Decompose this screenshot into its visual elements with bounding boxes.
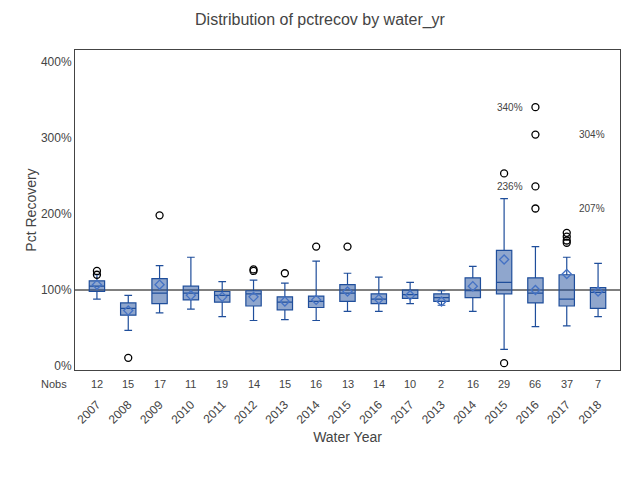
svg-text:19: 19	[216, 378, 228, 390]
svg-text:2008: 2008	[106, 398, 135, 427]
svg-text:340%: 340%	[497, 102, 523, 113]
svg-text:2011: 2011	[200, 398, 228, 426]
svg-text:2018: 2018	[576, 398, 605, 427]
svg-text:Pct Recovery: Pct Recovery	[23, 168, 39, 251]
svg-text:11: 11	[185, 378, 196, 390]
svg-text:2013: 2013	[419, 398, 448, 427]
svg-text:16: 16	[310, 378, 322, 390]
svg-text:2015: 2015	[482, 398, 511, 427]
svg-text:13: 13	[342, 378, 354, 390]
svg-text:17: 17	[154, 378, 166, 390]
svg-text:2014: 2014	[450, 398, 479, 427]
svg-text:14: 14	[248, 378, 260, 390]
svg-text:15: 15	[279, 378, 291, 390]
svg-text:29: 29	[498, 378, 510, 390]
svg-text:12: 12	[91, 378, 103, 390]
svg-text:2: 2	[438, 378, 444, 390]
svg-text:10: 10	[404, 378, 416, 390]
svg-text:2016: 2016	[513, 398, 542, 427]
svg-text:Water Year: Water Year	[313, 429, 382, 445]
svg-text:Distribution of pctrecov by wa: Distribution of pctrecov by water_yr	[195, 11, 446, 29]
svg-text:100%: 100%	[41, 283, 72, 297]
svg-text:2015: 2015	[325, 398, 354, 427]
svg-text:16: 16	[467, 378, 479, 390]
svg-text:2016: 2016	[356, 398, 385, 427]
svg-text:2017: 2017	[544, 398, 573, 427]
svg-text:2007: 2007	[75, 398, 104, 427]
svg-text:2009: 2009	[137, 398, 166, 427]
svg-text:0%: 0%	[54, 359, 72, 373]
svg-text:Nobs: Nobs	[41, 378, 67, 390]
svg-text:2017: 2017	[388, 398, 417, 427]
svg-text:200%: 200%	[41, 207, 72, 221]
svg-text:300%: 300%	[41, 131, 72, 145]
svg-text:37: 37	[561, 378, 573, 390]
svg-text:2010: 2010	[168, 398, 197, 427]
svg-text:14: 14	[373, 378, 385, 390]
svg-text:2014: 2014	[294, 398, 323, 427]
svg-text:2013: 2013	[262, 398, 291, 427]
svg-text:304%: 304%	[579, 129, 605, 140]
svg-text:15: 15	[122, 378, 134, 390]
svg-text:66: 66	[529, 378, 541, 390]
svg-text:400%: 400%	[41, 55, 72, 69]
svg-text:2012: 2012	[231, 398, 260, 427]
svg-text:207%: 207%	[579, 203, 605, 214]
svg-text:236%: 236%	[497, 181, 523, 192]
svg-text:7: 7	[595, 378, 601, 390]
